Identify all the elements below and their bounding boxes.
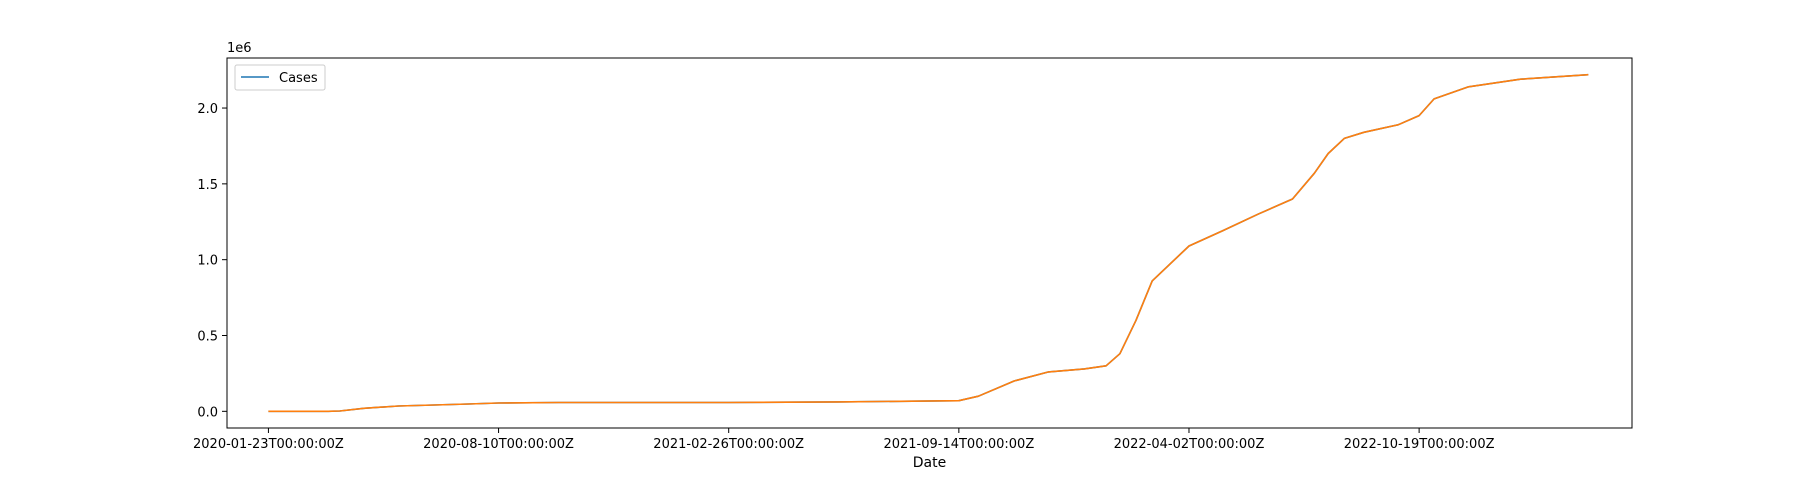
legend-label-cases: Cases xyxy=(279,71,318,86)
x-axis-label: Date xyxy=(913,455,946,471)
y-tick-label: 0.5 xyxy=(197,330,218,345)
series-layer xyxy=(268,73,1589,413)
y-offset-text: 1e6 xyxy=(227,41,252,56)
y-tick-label: 2.0 xyxy=(197,102,218,117)
x-axis-ticks: 2020-01-23T00:00:00Z 2020-08-10T00:00:00Z… xyxy=(193,428,1495,452)
y-tick-label: 1.0 xyxy=(197,254,218,269)
y-axis-ticks: 0.0 0.5 1.0 1.5 2.0 xyxy=(197,102,227,420)
series-line-2 xyxy=(268,73,1589,413)
legend: Cases xyxy=(234,64,326,91)
y-tick-label: 1.5 xyxy=(197,178,218,193)
legend-box xyxy=(234,64,326,91)
x-tick-label: 2021-02-26T00:00:00Z xyxy=(653,437,804,452)
x-tick-label: 2020-08-10T00:00:00Z xyxy=(423,437,574,452)
plot-area xyxy=(227,58,1632,428)
x-tick-label: 2020-01-23T00:00:00Z xyxy=(193,437,344,452)
x-tick-label: 2022-10-19T00:00:00Z xyxy=(1344,437,1495,452)
x-tick-label: 2022-04-02T00:00:00Z xyxy=(1114,437,1265,452)
y-tick-label: 0.0 xyxy=(197,405,218,420)
x-tick-label: 2021-09-14T00:00:00Z xyxy=(883,437,1034,452)
plot-frame xyxy=(226,57,1633,429)
